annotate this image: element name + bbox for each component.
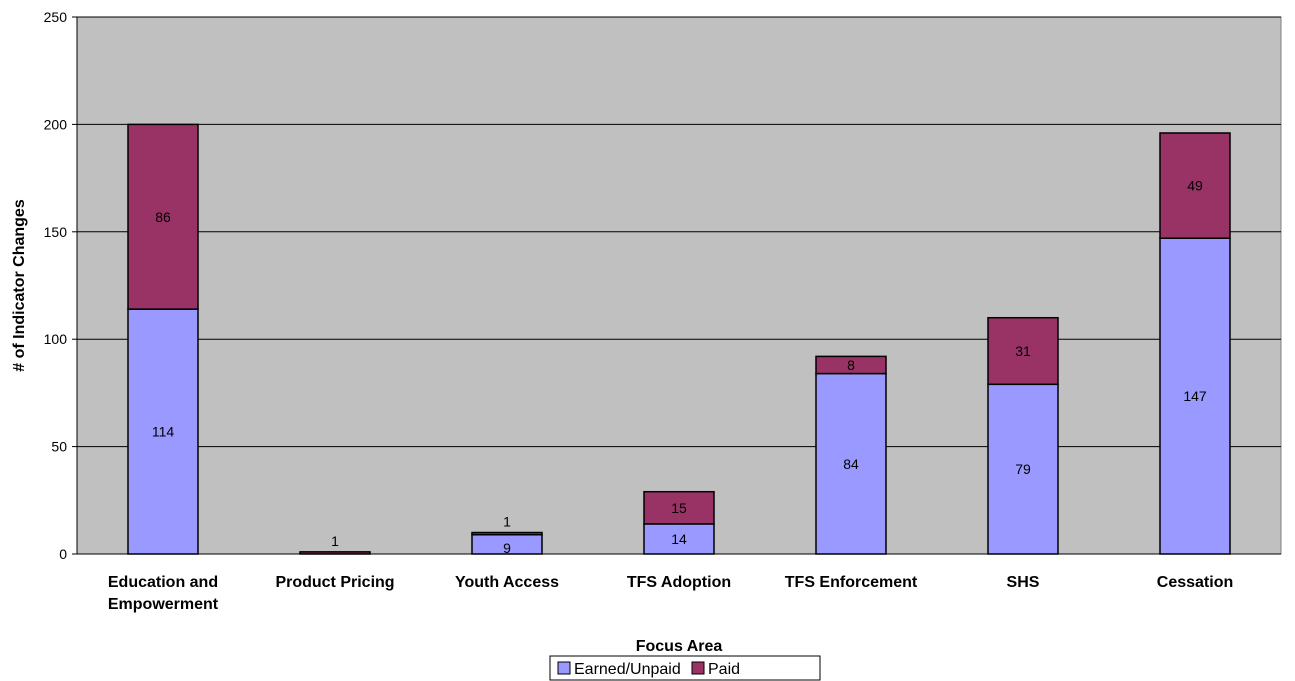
- data-label: 86: [155, 209, 171, 225]
- legend-label: Paid: [708, 661, 740, 678]
- data-label: 1: [503, 514, 511, 530]
- data-label: 49: [1187, 178, 1203, 194]
- bar-segment: [127, 123, 199, 310]
- bar-segment: [471, 531, 543, 536]
- gridlines: [77, 16, 1281, 448]
- bar-segment: [815, 372, 887, 555]
- x-axis-categories: Education and Empowerment Product Pricing Y…: [108, 574, 1233, 613]
- data-label: 8: [847, 357, 855, 373]
- x-axis-title: Focus Area: [636, 638, 723, 655]
- y-axis-ticks: 0 50 100 150 200 250: [44, 9, 1281, 562]
- bar-segment: [643, 490, 715, 525]
- y-tick-label: 150: [44, 224, 68, 240]
- legend-label: Earned/Unpaid: [574, 661, 681, 678]
- legend-swatch: [691, 661, 705, 675]
- data-label: 79: [1015, 461, 1031, 477]
- bar-segment: [987, 316, 1059, 386]
- y-tick-label: 0: [59, 546, 67, 562]
- y-tick-label: 100: [44, 331, 68, 347]
- bar-segment: [1159, 132, 1231, 239]
- legend-swatch: [557, 661, 571, 675]
- y-tick-label: 50: [51, 439, 67, 455]
- data-label: 31: [1015, 343, 1031, 359]
- y-axis-title: # of Indicator Changes: [11, 199, 28, 372]
- data-label: 9: [503, 540, 511, 556]
- data-label: 14: [671, 531, 687, 547]
- data-label: 1: [331, 533, 339, 549]
- bar-segment: [1159, 237, 1231, 555]
- data-label: 15: [671, 500, 687, 516]
- data-label: 147: [1183, 388, 1207, 404]
- x-category-label: SHS: [1007, 574, 1040, 591]
- plot-area: [76, 16, 1282, 555]
- data-label: 84: [843, 456, 859, 472]
- legend: Earned/Unpaid Paid: [549, 655, 821, 681]
- bar-segment: [987, 383, 1059, 555]
- legend-box: [549, 655, 821, 681]
- x-category-label: TFS Enforcement: [785, 574, 918, 591]
- x-category-label: Youth Access: [455, 574, 559, 591]
- x-category-label: Cessation: [1157, 574, 1233, 591]
- data-label: 114: [152, 424, 175, 440]
- x-category-label: Education and: [108, 574, 218, 591]
- bars: [127, 123, 1231, 555]
- y-tick-label: 250: [44, 9, 68, 25]
- x-category-label: TFS Adoption: [627, 574, 731, 591]
- y-tick-label: 200: [44, 116, 68, 132]
- x-category-label: Product Pricing: [275, 574, 394, 591]
- bar-segment: [127, 308, 199, 555]
- x-category-label: Empowerment: [108, 596, 219, 613]
- bar-segment: [815, 355, 887, 375]
